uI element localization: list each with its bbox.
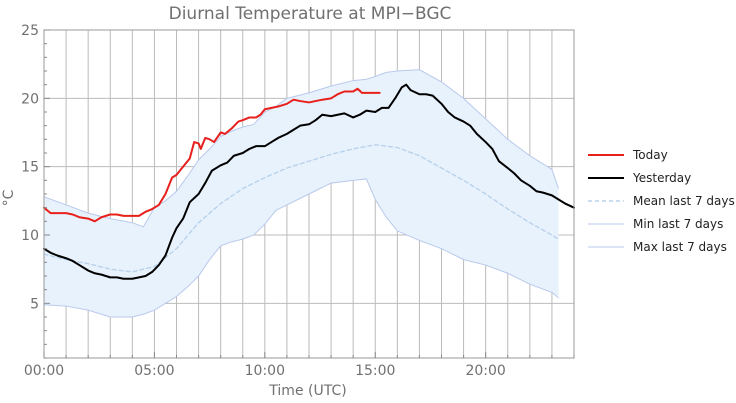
range-band-fill: [44, 69, 559, 317]
legend-label-mean-last-7-days: Mean last 7 days: [633, 194, 735, 208]
chart-title: Diurnal Temperature at MPI−BGC: [169, 4, 452, 24]
x-tick-label: 10:00: [245, 363, 285, 379]
y-tick-label: 20: [21, 91, 39, 107]
series-line-yesterday: [43, 83, 575, 280]
y-axis-label: °C: [1, 189, 17, 206]
x-axis-label: Time (UTC): [268, 383, 346, 399]
x-tick-label: 05:00: [134, 363, 174, 379]
y-tick-label: 15: [21, 160, 39, 176]
legend-label-max-last-7-days: Max last 7 days: [633, 240, 727, 254]
series-line-max-last-7-days: [43, 69, 560, 228]
legend-label-min-last-7-days: Min last 7 days: [633, 217, 723, 231]
series-lines: [43, 83, 575, 280]
legend-label-today: Today: [632, 148, 668, 162]
y-tick-label: 25: [21, 23, 39, 39]
x-tick-label: 20:00: [465, 363, 505, 379]
y-tick-label: 10: [21, 228, 39, 244]
legend-label-yesterday: Yesterday: [632, 171, 691, 185]
series-line-mean-last-7-days: [43, 144, 560, 273]
axis-ticks: 00:00 05:00 10:00 15:00 20:00 5 10 15 20 25: [21, 23, 575, 379]
y-tick-label: 5: [30, 296, 39, 312]
range-band: [43, 69, 560, 318]
x-tick-label: 15:00: [355, 363, 395, 379]
series-line-today: [43, 87, 381, 223]
series-line-min-last-7-days: [43, 178, 559, 318]
x-tick-label: 00:00: [24, 363, 64, 379]
legend: Today Yesterday Mean last 7 days Min last 7…: [588, 148, 735, 254]
